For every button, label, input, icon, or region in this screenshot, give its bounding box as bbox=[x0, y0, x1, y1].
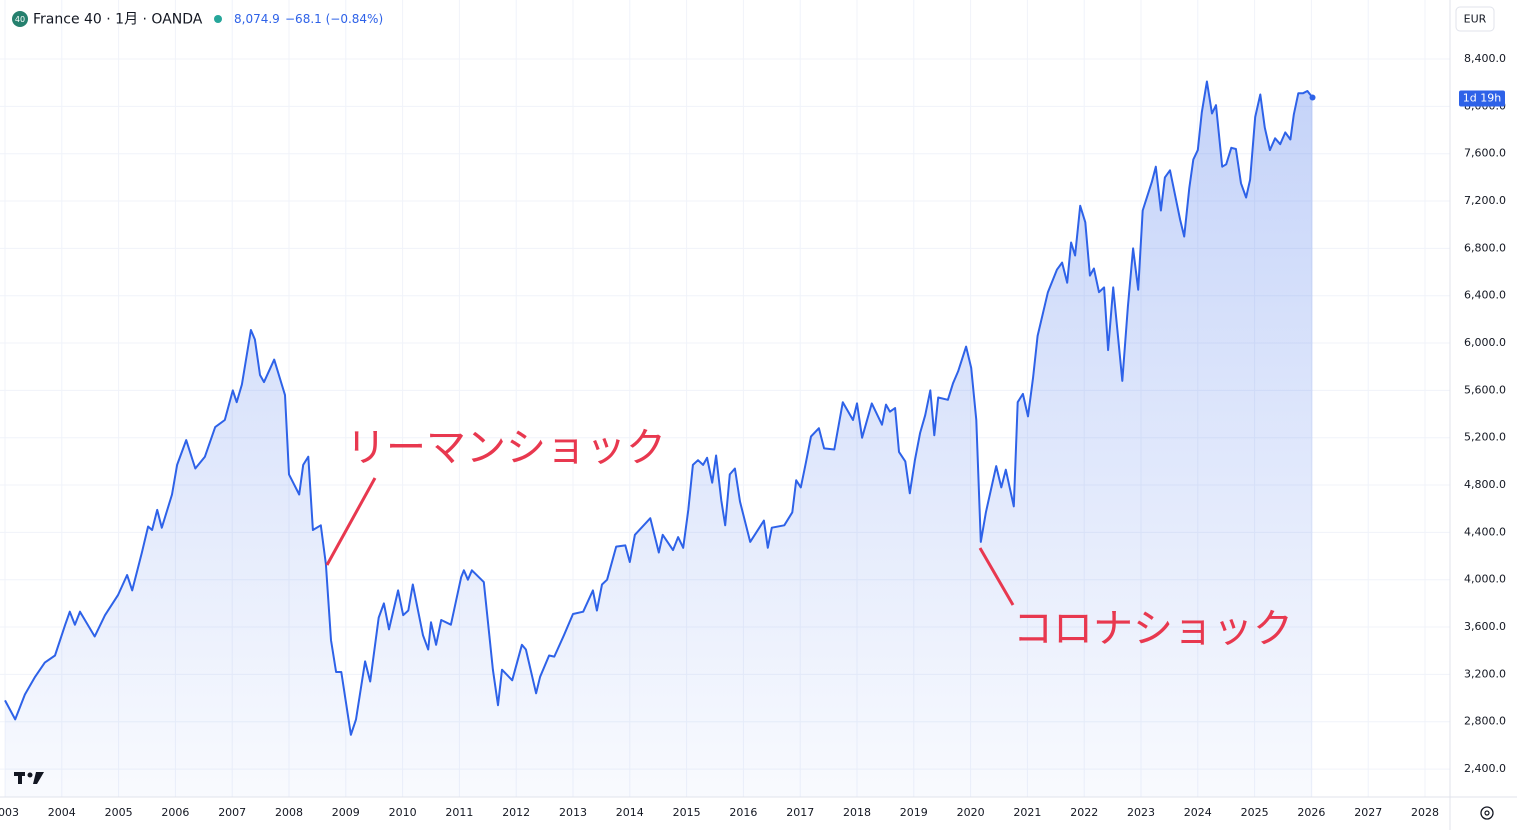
price-label: 8,074.9 bbox=[234, 12, 280, 26]
y-tick-label: 2,400.0 bbox=[1464, 762, 1506, 775]
x-tick-label: 2005 bbox=[105, 806, 133, 819]
x-tick-label: 2016 bbox=[729, 806, 757, 819]
x-tick-label: 2006 bbox=[161, 806, 189, 819]
x-tick-label: 2028 bbox=[1411, 806, 1439, 819]
annotation-pointer bbox=[978, 547, 1015, 606]
x-tick-label: 2013 bbox=[559, 806, 587, 819]
annotation: リーマンショック bbox=[346, 425, 666, 471]
x-tick-label: 2010 bbox=[389, 806, 417, 819]
x-tick-label: 2027 bbox=[1354, 806, 1382, 819]
x-tick-label: 2015 bbox=[673, 806, 701, 819]
annotation: コロナショック bbox=[1013, 606, 1293, 652]
currency-label[interactable]: EUR bbox=[1464, 13, 1487, 26]
x-tick-label: 2026 bbox=[1297, 806, 1325, 819]
x-tick-label: 2014 bbox=[616, 806, 644, 819]
price-tag bbox=[1459, 90, 1505, 107]
symbol-badge bbox=[12, 11, 28, 27]
last-point bbox=[1309, 94, 1316, 101]
x-tick-label: 2004 bbox=[48, 806, 76, 819]
x-tick-label: 2017 bbox=[786, 806, 814, 819]
y-tick-label: 6,800.0 bbox=[1464, 241, 1506, 254]
x-tick-label: 2007 bbox=[218, 806, 246, 819]
logo bbox=[14, 772, 44, 784]
y-tick-label: 5,200.0 bbox=[1464, 431, 1506, 444]
x-tick-label: 2003 bbox=[0, 806, 19, 819]
symbol-badge-text: 40 bbox=[15, 15, 25, 24]
y-tick-label: 8,400.0 bbox=[1464, 52, 1506, 65]
area-fill bbox=[5, 81, 1313, 797]
settings-icon[interactable] bbox=[1480, 806, 1494, 820]
x-tick-label: 2012 bbox=[502, 806, 530, 819]
countdown-label: 1d 19h bbox=[1463, 91, 1501, 104]
y-tick-label: 3,600.0 bbox=[1464, 620, 1506, 633]
settings-icon-center[interactable] bbox=[1484, 810, 1490, 816]
y-tick-label: 4,000.0 bbox=[1464, 573, 1506, 586]
x-tick-label: 2021 bbox=[1013, 806, 1041, 819]
annotation-pointer bbox=[325, 477, 377, 566]
x-tick-label: 2020 bbox=[957, 806, 985, 819]
x-tick-label: 2022 bbox=[1070, 806, 1098, 819]
y-tick-label: 2,800.0 bbox=[1464, 715, 1506, 728]
chart-title[interactable]: France 40 · 1月 · OANDA bbox=[33, 12, 203, 28]
x-tick-label: 2024 bbox=[1184, 806, 1212, 819]
y-tick-label: 7,200.0 bbox=[1464, 194, 1506, 207]
change-label: −68.1 (−0.84%) bbox=[285, 12, 383, 26]
y-tick-label: 7,600.0 bbox=[1464, 147, 1506, 160]
y-tick-label: 6,000.0 bbox=[1464, 336, 1506, 349]
y-tick-label: 4,800.0 bbox=[1464, 478, 1506, 491]
x-tick-label: 2025 bbox=[1241, 806, 1269, 819]
currency-button[interactable] bbox=[1455, 6, 1495, 32]
y-tick-label: 4,400.0 bbox=[1464, 525, 1506, 538]
x-tick-label: 2009 bbox=[332, 806, 360, 819]
price-line bbox=[4, 80, 1314, 736]
x-tick-label: 2023 bbox=[1127, 806, 1155, 819]
x-tick-label: 2008 bbox=[275, 806, 303, 819]
x-tick-label: 2011 bbox=[445, 806, 473, 819]
x-tick-label: 2019 bbox=[900, 806, 928, 819]
y-tick-label: 3,200.0 bbox=[1464, 667, 1506, 680]
y-tick-label: 5,600.0 bbox=[1464, 383, 1506, 396]
x-tick-label: 2018 bbox=[843, 806, 871, 819]
y-tick-label: 6,400.0 bbox=[1464, 289, 1506, 302]
status-dot bbox=[214, 15, 222, 23]
